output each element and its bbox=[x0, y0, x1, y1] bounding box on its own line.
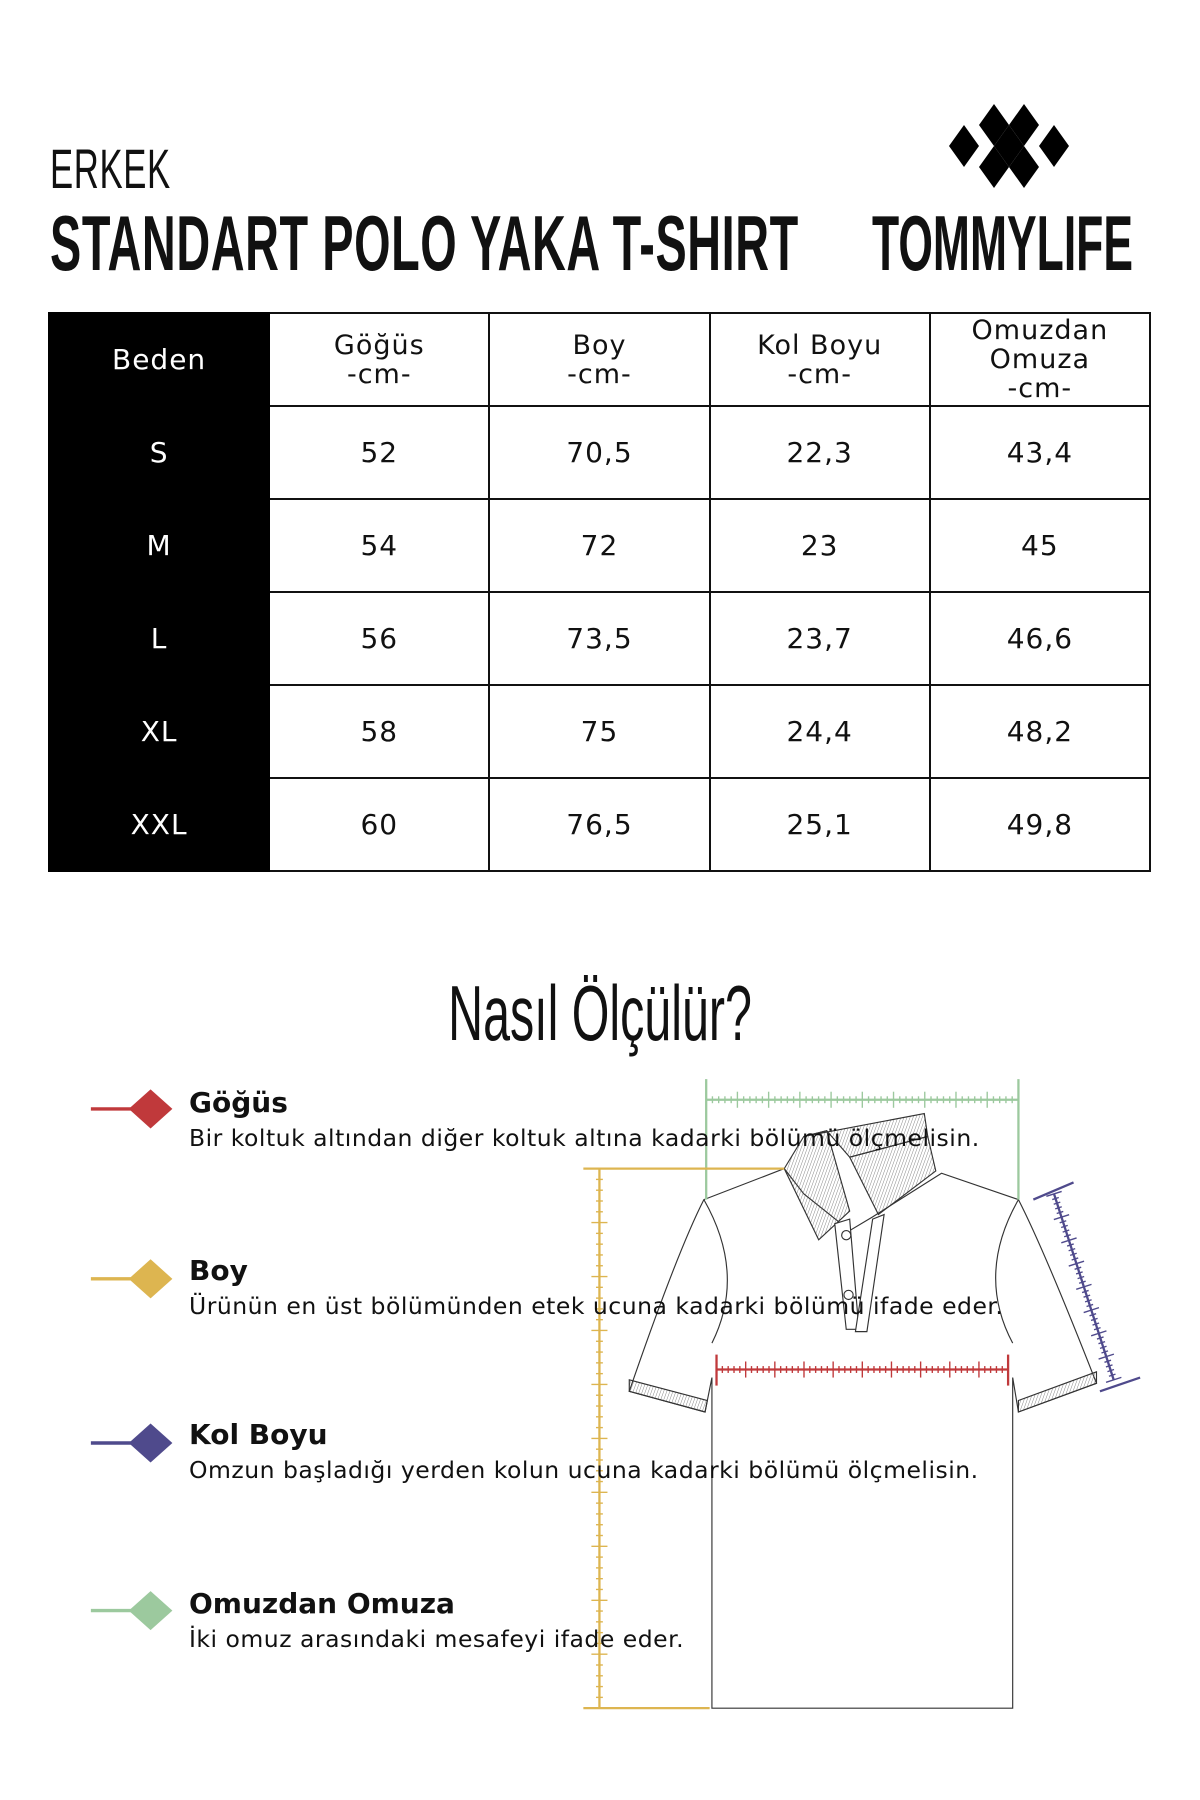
size-table: Beden Göğüs -cm- Boy -cm- Kol Boyu -cm- Omu… bbox=[47, 312, 1152, 872]
cell-size: M bbox=[47, 498, 271, 593]
legend-title: Boy bbox=[189, 1254, 248, 1287]
header-sleeve: Kol Boyu -cm- bbox=[708, 312, 931, 407]
legend-item-shoulder: Omuzdan Omuza İki omuz arasındaki mesafey… bbox=[189, 1587, 684, 1654]
cell-size: XL bbox=[47, 684, 271, 779]
header-label-2: Omuza bbox=[989, 344, 1091, 375]
header-unit: -cm- bbox=[787, 358, 852, 390]
header-unit: -cm- bbox=[567, 358, 632, 390]
header-label: Omuzdan bbox=[971, 315, 1109, 346]
cell-chest: 58 bbox=[268, 684, 491, 779]
cell-length: 73,5 bbox=[488, 591, 711, 686]
sleeve-ruler-ends bbox=[1032, 1181, 1141, 1393]
cell-shoulder: 48,2 bbox=[928, 684, 1152, 779]
cell-sleeve: 24,4 bbox=[708, 684, 931, 779]
cell-length: 72 bbox=[488, 498, 711, 593]
cell-sleeve: 25,1 bbox=[708, 777, 931, 872]
sleeve-ruler bbox=[1046, 1190, 1122, 1383]
legend-description: Omzun başladığı yerden kolun ucuna kadar… bbox=[189, 1456, 979, 1484]
table-header-row: Beden Göğüs -cm- Boy -cm- Kol Boyu -cm- Omu… bbox=[47, 312, 1152, 407]
shoulder-ruler-ends bbox=[705, 1079, 1020, 1200]
legend-title: Göğüs bbox=[189, 1086, 288, 1119]
table-row: L 56 73,5 23,7 46,6 bbox=[47, 591, 1152, 686]
cell-sleeve: 23,7 bbox=[708, 591, 931, 686]
header-label: Göğüs bbox=[333, 329, 425, 361]
chest-ruler-ends bbox=[715, 1354, 1010, 1386]
header-unit: -cm- bbox=[346, 358, 412, 390]
cell-length: 75 bbox=[488, 684, 711, 779]
legend-item-length: Boy Ürünün en üst bölümünden etek ucuna k… bbox=[189, 1254, 1003, 1321]
cell-size: S bbox=[47, 405, 271, 500]
legend-marker-chest-icon bbox=[90, 1089, 173, 1129]
legend-marker-length-icon bbox=[90, 1259, 173, 1299]
cell-chest: 54 bbox=[268, 498, 491, 593]
cell-sleeve: 23 bbox=[708, 498, 931, 593]
cell-shoulder: 49,8 bbox=[928, 777, 1152, 872]
cell-chest: 56 bbox=[268, 591, 491, 686]
table-row: XL 58 75 24,4 48,2 bbox=[47, 684, 1152, 779]
table-row: XXL 60 76,5 25,1 49,8 bbox=[47, 777, 1152, 872]
legend-title: Omuzdan Omuza bbox=[189, 1587, 455, 1620]
length-ruler-ends bbox=[583, 1167, 785, 1710]
header-label: Boy bbox=[572, 329, 627, 361]
polo-shirt-drawing bbox=[628, 1112, 1098, 1709]
cell-chest: 60 bbox=[268, 777, 491, 872]
page-title: STANDART POLO YAKA T-SHIRT bbox=[50, 199, 799, 287]
header-shoulder: Omuzdan Omuza -cm- bbox=[928, 312, 1152, 407]
cell-length: 76,5 bbox=[488, 777, 711, 872]
header-label: Beden bbox=[112, 343, 207, 376]
header-length: Boy -cm- bbox=[488, 312, 711, 407]
how-to-measure-title: Nasıl Ölçülür? bbox=[448, 969, 752, 1057]
legend-description: İki omuz arasındaki mesafeyi ifade eder. bbox=[189, 1625, 685, 1653]
cell-shoulder: 43,4 bbox=[928, 405, 1152, 500]
header-unit: -cm- bbox=[1007, 373, 1073, 404]
legend-item-chest: Göğüs Bir koltuk altından diğer koltuk al… bbox=[189, 1086, 980, 1153]
legend-marker-shoulder-icon bbox=[90, 1591, 173, 1631]
brand-name: TOMMYLIFE bbox=[872, 199, 1133, 287]
table-row: M 54 72 23 45 bbox=[47, 498, 1152, 593]
cell-size: XXL bbox=[47, 777, 271, 872]
cell-length: 70,5 bbox=[488, 405, 711, 500]
legend-description: Bir koltuk altından diğer koltuk altına … bbox=[189, 1124, 980, 1152]
table-row: S 52 70,5 22,3 43,4 bbox=[47, 405, 1152, 500]
legend-marker-sleeve-icon bbox=[90, 1423, 173, 1463]
cell-sleeve: 22,3 bbox=[708, 405, 931, 500]
cell-shoulder: 45 bbox=[928, 498, 1152, 593]
chest-ruler bbox=[715, 1361, 1009, 1378]
cell-chest: 52 bbox=[268, 405, 491, 500]
cell-shoulder: 46,6 bbox=[928, 591, 1152, 686]
legend-description: Ürünün en üst bölümünden etek ucuna kada… bbox=[189, 1292, 1004, 1320]
header-chest: Göğüs -cm- bbox=[268, 312, 491, 407]
header-size: Beden bbox=[47, 312, 271, 407]
gender-label: ERKEK bbox=[50, 137, 171, 200]
shoulder-ruler bbox=[705, 1091, 1020, 1108]
cell-size: L bbox=[47, 591, 271, 686]
legend-item-sleeve: Kol Boyu Omzun başladığı yerden kolun ucu… bbox=[189, 1418, 979, 1485]
legend-title: Kol Boyu bbox=[189, 1418, 328, 1451]
brand-logo-icon bbox=[949, 104, 1069, 188]
header-label: Kol Boyu bbox=[757, 329, 883, 361]
